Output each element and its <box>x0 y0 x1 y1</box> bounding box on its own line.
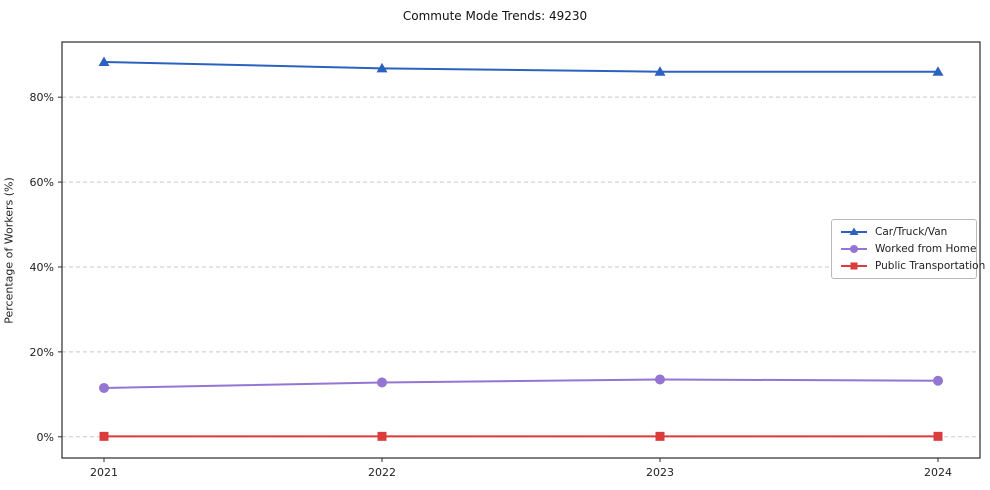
legend-label: Car/Truck/Van <box>875 226 948 238</box>
legend-entry-car-truck-van: Car/Truck/Van <box>840 226 968 238</box>
legend-key-square-icon <box>841 262 867 270</box>
data-point-triangle <box>932 66 944 76</box>
data-point-circle <box>655 374 665 385</box>
y-tick-label: 20% <box>30 346 54 359</box>
x-tick-label: 2022 <box>368 466 396 479</box>
legend-entry-public-transportation: Public Transportation <box>840 260 985 272</box>
x-tick-label: 2021 <box>90 466 118 479</box>
y-tick-label: 60% <box>30 176 54 189</box>
legend-label: Public Transportation <box>875 260 986 272</box>
series-public-transportation <box>99 431 943 441</box>
x-tick-label: 2024 <box>924 466 952 479</box>
y-tick-label: 40% <box>30 261 54 274</box>
data-point-circle <box>99 382 109 393</box>
data-point-circle <box>933 375 943 386</box>
data-point-square <box>850 262 858 270</box>
chart-title: Commute Mode Trends: 49230 <box>402 9 588 23</box>
y-tick-label: 80% <box>30 91 54 104</box>
legend: Car/Truck/Van Worked from Home Public Tr… <box>831 219 985 279</box>
data-point-square <box>933 431 943 441</box>
axes-frame <box>61 41 981 459</box>
series-line-car-truck-van <box>103 60 938 73</box>
data-point-triangle <box>376 62 388 73</box>
data-point-triangle <box>98 56 110 66</box>
data-point-circle <box>850 245 858 253</box>
series-line-worked-from-home <box>103 378 939 389</box>
legend-key-triangle-icon <box>841 227 867 235</box>
x-tick-label: 2023 <box>646 466 674 479</box>
series-car-truck-van <box>98 56 944 76</box>
data-point-square <box>99 431 109 441</box>
legend-entry-worked-from-home: Worked from Home <box>840 243 976 255</box>
data-point-triangle <box>654 66 666 76</box>
y-tick-label: 0% <box>37 431 54 444</box>
data-point-triangle <box>849 227 859 235</box>
legend-label: Worked from Home <box>875 243 977 255</box>
data-point-square <box>655 431 665 441</box>
data-point-circle <box>377 377 387 388</box>
data-point-square <box>377 431 387 441</box>
series-worked-from-home <box>99 374 943 393</box>
legend-key-circle-icon <box>841 245 867 253</box>
